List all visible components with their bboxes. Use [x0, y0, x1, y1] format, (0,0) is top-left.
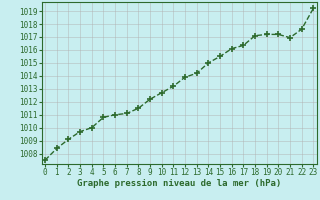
X-axis label: Graphe pression niveau de la mer (hPa): Graphe pression niveau de la mer (hPa) [77, 179, 281, 188]
